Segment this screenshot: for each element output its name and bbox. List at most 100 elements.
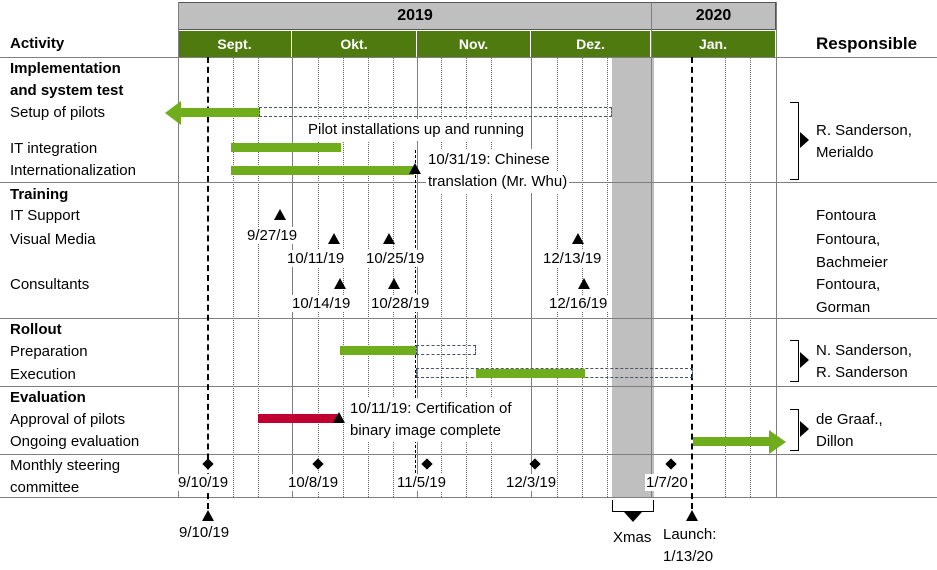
certification-note-2: binary image complete (348, 420, 503, 442)
preparation-label: Preparation (10, 343, 88, 360)
launch-label-1: Launch: (662, 526, 718, 543)
training-milestone (274, 209, 286, 220)
steering-date: 9/10/19 (177, 474, 230, 491)
year-divider (651, 2, 652, 497)
setup-bar (180, 108, 259, 117)
rollout-resp-1: N. Sanderson, (816, 342, 912, 359)
week-grid (607, 57, 608, 497)
xmas-label: Xmas (612, 529, 653, 546)
training-date: 10/25/19 (365, 250, 426, 267)
week-grid (582, 57, 583, 497)
week-grid (491, 57, 492, 497)
visual-media-label: Visual Media (10, 231, 96, 248)
row-separator (0, 386, 937, 387)
it-support-resp: Fontoura (816, 207, 877, 224)
chart-right-border (776, 2, 777, 497)
certification-milestone (333, 412, 345, 423)
it-support-label: IT Support (10, 207, 80, 224)
week-grid (393, 57, 394, 497)
steering-label-1: Monthly steering (10, 457, 121, 474)
training-milestone (328, 233, 340, 244)
rollout-bracket (790, 340, 799, 382)
week-grid (258, 57, 259, 497)
certification-note-1: 10/11/19: Certification of (348, 398, 514, 420)
responsible-header: Responsible (816, 34, 918, 53)
week-grid (725, 57, 726, 497)
xmas-bracket (612, 500, 654, 512)
training-date: 9/27/19 (246, 227, 299, 244)
training-milestone (572, 233, 584, 244)
training-date: 12/16/19 (548, 295, 609, 312)
steering-milestone (421, 458, 433, 470)
week-grid (557, 57, 558, 497)
week-grid (368, 57, 369, 497)
consultants-label: Consultants (10, 276, 90, 293)
training-milestone (388, 278, 400, 289)
launch-label-2: 1/13/20 (662, 548, 715, 565)
steering-date: 10/8/19 (287, 474, 340, 491)
execution-bar (476, 369, 585, 378)
evaluation-bracket (790, 409, 799, 451)
kickoff-date: 9/10/19 (178, 524, 231, 541)
ongoing-label: Ongoing evaluation (10, 433, 140, 450)
preparation-bar (340, 346, 416, 355)
month-jan: Jan. (651, 31, 776, 57)
year-2019: 2019 (178, 2, 652, 30)
chart-left-border (178, 2, 179, 497)
evaluation-resp-2: Dillon (816, 433, 854, 450)
evaluation-bracket-arrow (800, 421, 809, 437)
training-milestone (383, 233, 395, 244)
setup-arrow-head (165, 101, 181, 125)
activity-header: Activity (10, 35, 65, 52)
steering-date: 12/3/19 (505, 474, 558, 491)
month-okt: Okt. (292, 31, 417, 57)
preparation-dashed-bar (416, 345, 476, 355)
rollout-bracket-arrow (800, 352, 809, 368)
implementation-resp-2: Merialdo (816, 144, 874, 161)
row-separator (0, 497, 937, 498)
rollout-title: Rollout (10, 321, 62, 338)
setup-label: Setup of pilots (10, 104, 106, 121)
evaluation-resp-1: de Graaf., (816, 411, 883, 428)
implementation-bracket (790, 102, 799, 180)
training-milestone (334, 278, 346, 289)
setup-dashed-bar (259, 107, 612, 117)
it-integration-label: IT integration (10, 140, 98, 157)
launch-marker (686, 510, 698, 521)
week-grid (441, 57, 442, 497)
month-nov: Nov. (417, 31, 531, 57)
week-grid (343, 57, 344, 497)
week-grid (750, 57, 751, 497)
steering-milestone (665, 458, 677, 470)
training-date: 10/14/19 (291, 295, 352, 312)
month-sep-divider-3 (531, 57, 532, 497)
internationalization-bar (231, 166, 414, 175)
steering-date: 1/7/20 (645, 474, 689, 491)
row-separator (0, 57, 937, 58)
year-2020: 2020 (651, 2, 776, 30)
consultants-resp-2: Gorman (816, 299, 871, 316)
steering-milestone (312, 458, 324, 470)
implementation-title-1: Implementation (10, 60, 121, 77)
xmas-period (612, 57, 654, 497)
xmas-bracket-point (624, 512, 642, 522)
week-grid (233, 57, 234, 497)
steering-milestone (202, 458, 214, 470)
ongoing-evaluation-bar (693, 437, 769, 446)
ongoing-evaluation-arrow-head (769, 430, 786, 454)
pilot-note: Pilot installations up and running (308, 119, 524, 141)
week-grid (466, 57, 467, 497)
month-sep-divider-1 (292, 57, 293, 497)
training-milestone (578, 278, 590, 289)
training-date: 10/28/19 (370, 295, 431, 312)
execution-label: Execution (10, 366, 76, 383)
evaluation-title: Evaluation (10, 389, 86, 406)
steering-date: 11/5/19 (396, 474, 447, 491)
implementation-resp-1: R. Sanderson, (816, 122, 912, 139)
approval-label: Approval of pilots (10, 411, 126, 428)
chinese-note-2: translation (Mr. Whu) (426, 171, 570, 193)
kickoff-line (207, 57, 209, 509)
training-date: 12/13/19 (542, 250, 603, 267)
approval-bar (258, 414, 338, 423)
visual-media-resp-1: Fontoura, (816, 231, 881, 248)
